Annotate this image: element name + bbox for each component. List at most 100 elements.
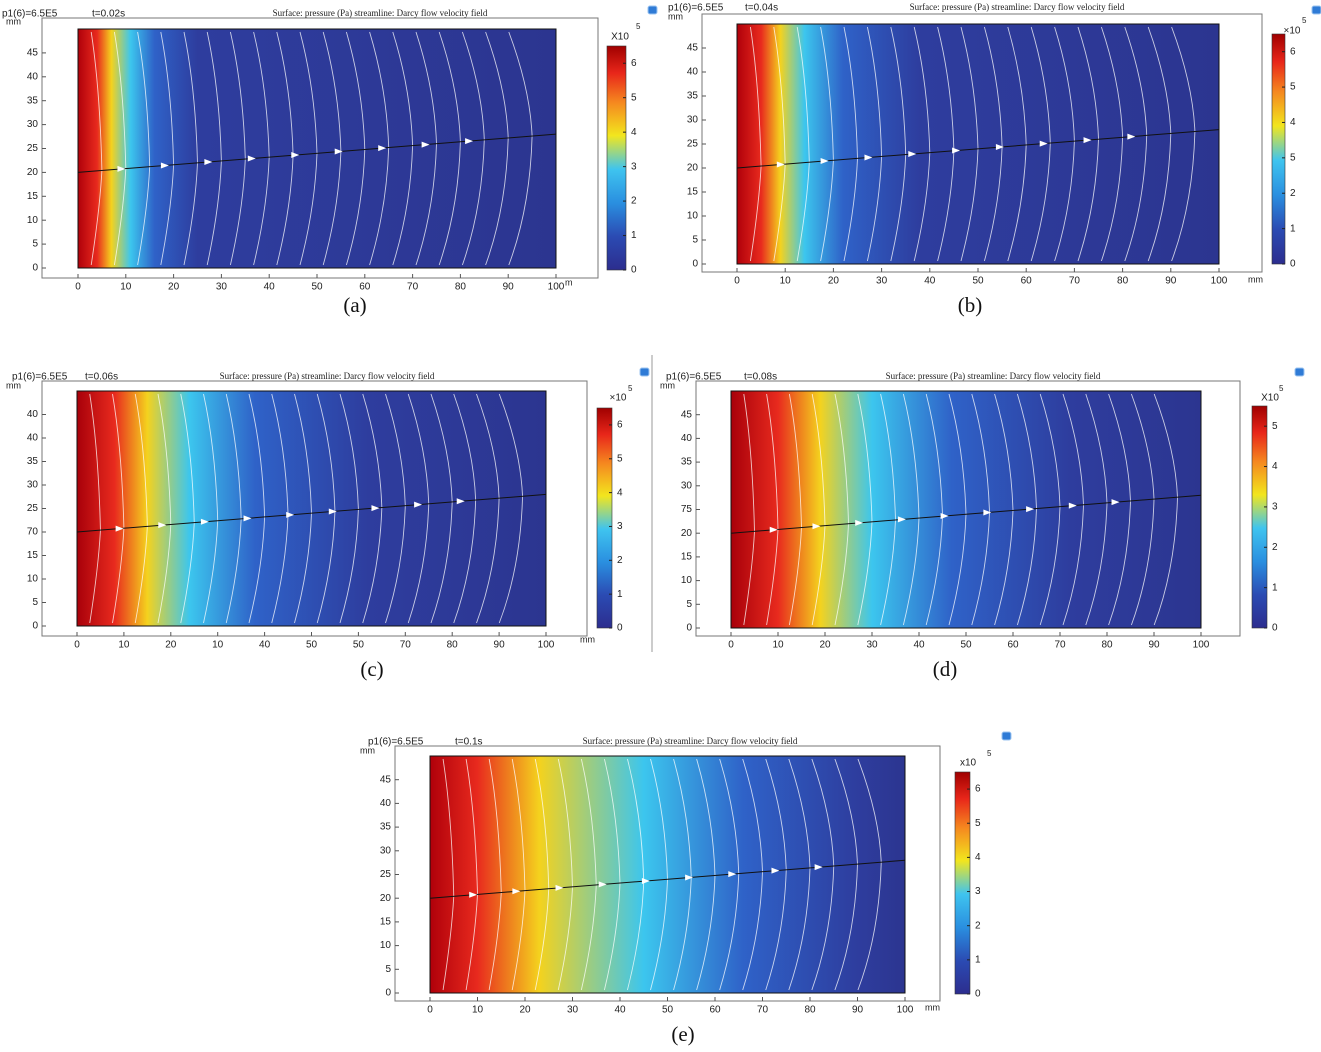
flow-arrow xyxy=(598,881,607,888)
x-tick-label: 100 xyxy=(1193,640,1210,651)
streamline xyxy=(834,758,858,865)
y-tick-label: 20 xyxy=(27,167,39,178)
streamline xyxy=(960,26,979,149)
time-label: t=0.06s xyxy=(85,372,118,383)
y-tick-label: 20 xyxy=(687,163,699,174)
center-streamline xyxy=(429,859,906,899)
flow-arrow xyxy=(115,525,124,532)
streamline xyxy=(766,529,779,626)
y-tick-label: 35 xyxy=(27,95,39,106)
x-unit: mm xyxy=(580,634,595,644)
flow-arrow xyxy=(771,867,780,874)
x-tick-label: 10 xyxy=(118,640,130,651)
streamline xyxy=(1077,26,1099,140)
streamline xyxy=(834,523,849,626)
colorbar-exponent: 5 xyxy=(628,384,633,393)
x-tick-label: 100 xyxy=(897,1005,914,1016)
streamline xyxy=(811,865,835,991)
flow-arrow xyxy=(812,523,821,530)
colorbar-tick-label: 2 xyxy=(1272,542,1278,553)
flow-arrow xyxy=(371,505,380,512)
view-icon xyxy=(647,5,658,15)
x-tick-label: 0 xyxy=(427,1005,433,1016)
colorbar-tick-label: 3 xyxy=(617,521,623,532)
x-unit: mm xyxy=(1248,274,1263,284)
streamline xyxy=(1153,393,1178,498)
flow-arrow xyxy=(1026,506,1035,513)
streamline xyxy=(511,758,526,891)
streamline xyxy=(206,160,222,266)
streamline xyxy=(1039,506,1061,626)
colorbar-tick-label: 1 xyxy=(1272,582,1278,593)
x-tick-label: 20 xyxy=(828,276,840,287)
streamline xyxy=(498,496,523,624)
flow-arrow xyxy=(378,145,387,152)
x-tick-label: 90 xyxy=(852,1005,864,1016)
colorbar-tick-label: 4 xyxy=(617,487,623,498)
streamline xyxy=(1030,143,1051,262)
y-tick-label: 35 xyxy=(687,91,699,102)
streamline xyxy=(696,875,716,991)
x-tick-label: 30 xyxy=(866,640,878,651)
streamline xyxy=(276,31,294,156)
streamline xyxy=(948,514,967,626)
streamline xyxy=(1062,393,1084,505)
streamline xyxy=(1030,26,1051,144)
streamline xyxy=(673,758,692,878)
streamline xyxy=(834,864,858,991)
colorbar-tick-label: 0 xyxy=(1290,259,1296,270)
flow-arrow xyxy=(641,877,650,884)
x-tick-label: 80 xyxy=(1117,276,1129,287)
x-tick-label: 90 xyxy=(503,282,515,293)
streamline xyxy=(1100,26,1124,138)
streamline xyxy=(788,393,802,528)
x-tick-label: 50 xyxy=(353,640,365,651)
streamline xyxy=(430,501,453,624)
streamline xyxy=(465,758,478,895)
y-tick-label: 30 xyxy=(687,115,699,126)
x-tick-label: 70 xyxy=(757,1005,769,1016)
streamline xyxy=(276,155,294,266)
streamline xyxy=(137,166,151,266)
plot-title: Surface: pressure (Pa) streamline: Darcy… xyxy=(273,8,488,18)
flow-arrow xyxy=(158,522,167,529)
streamline xyxy=(113,168,127,266)
streamline xyxy=(580,884,597,991)
y-tick-label: 20 xyxy=(380,893,392,904)
flow-arrow xyxy=(1083,137,1092,144)
y-tick-label: 75 xyxy=(681,504,693,515)
colorbar xyxy=(596,407,613,629)
streamline xyxy=(369,147,390,266)
x-unit: m xyxy=(565,277,573,287)
y-tick-label: 30 xyxy=(27,119,39,130)
streamline xyxy=(948,393,967,515)
view-icon xyxy=(1311,5,1321,15)
view-icon xyxy=(1294,367,1305,377)
streamline xyxy=(925,393,943,517)
streamline xyxy=(696,758,716,876)
streamline xyxy=(160,31,175,165)
streamline xyxy=(362,507,383,624)
flow-arrow xyxy=(952,147,961,154)
streamline xyxy=(89,393,101,531)
streamline xyxy=(271,515,289,624)
view-icon xyxy=(639,367,650,377)
y-tick-label: 30 xyxy=(681,480,693,491)
streamline xyxy=(857,862,882,991)
flow-arrow xyxy=(864,154,873,161)
y-tick-label: 45 xyxy=(380,774,392,785)
x-unit: mm xyxy=(925,1002,940,1012)
streamline xyxy=(137,31,151,167)
streamline xyxy=(880,393,896,520)
streamline xyxy=(1054,141,1075,262)
y-tick-label: 45 xyxy=(687,43,699,54)
colorbar-exponent: 5 xyxy=(1279,384,1284,393)
flow-arrow xyxy=(1068,502,1077,509)
y-tick-label: 10 xyxy=(27,574,39,585)
flow-arrow xyxy=(555,884,564,891)
colorbar-tick-label: 5 xyxy=(1290,82,1296,93)
plot-title: Surface: pressure (Pa) streamline: Darcy… xyxy=(583,736,798,746)
flow-arrow xyxy=(855,519,864,526)
streamline xyxy=(488,758,502,893)
x-tick-label: 80 xyxy=(1101,640,1113,651)
